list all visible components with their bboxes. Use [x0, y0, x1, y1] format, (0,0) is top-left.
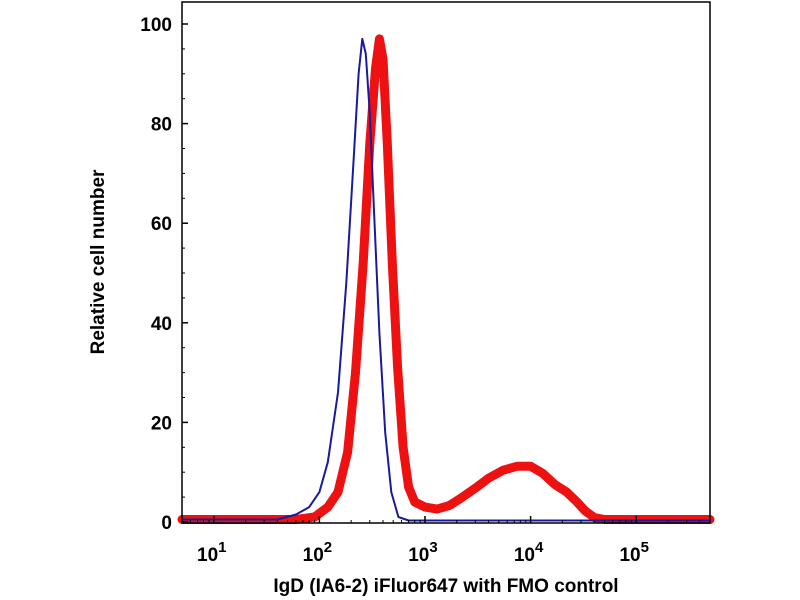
x-tick-label: 101	[197, 539, 226, 566]
y-tick-label: 80	[151, 115, 172, 136]
y-tick-label: 40	[151, 314, 172, 335]
fmo-control-histogram-line	[181, 37, 711, 522]
y-tick-label: 0	[161, 513, 172, 534]
sample-histogram-line	[177, 34, 715, 524]
tick-layer: 0 20 40 60 80 100 101 102 103 104 105	[140, 15, 711, 566]
x-tick-label: 105	[619, 539, 648, 566]
y-tick-label: 60	[151, 214, 172, 235]
x-tick-label: 102	[303, 539, 332, 566]
x-tick-label: 103	[408, 539, 437, 566]
x-tick-label: 104	[514, 539, 544, 566]
plot-frame	[181, 1, 711, 524]
x-axis-title: IgD (IA6-2) iFluor647 with FMO control	[273, 576, 618, 597]
y-axis-title: Relative cell number	[88, 169, 109, 354]
y-tick-label: 100	[140, 15, 172, 36]
y-tick-label: 20	[151, 413, 172, 434]
series-layer	[177, 34, 715, 524]
